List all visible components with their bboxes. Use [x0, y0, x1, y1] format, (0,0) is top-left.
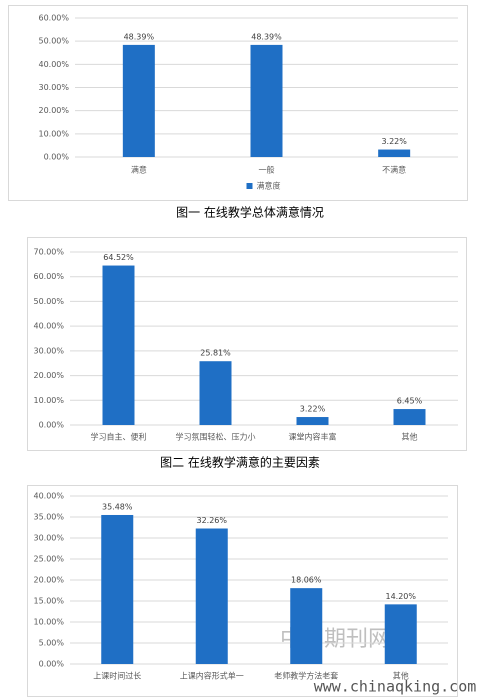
- chart-frame: [8, 5, 468, 201]
- value-label: 32.26%: [196, 516, 227, 525]
- x-tick-label: 学习氛围轻松、压力小: [176, 432, 256, 442]
- caption: 图二 在线教学满意的主要因素: [160, 455, 320, 470]
- value-label: 48.39%: [251, 32, 282, 41]
- y-tick-label: 60.00%: [33, 272, 64, 281]
- bar: [393, 409, 426, 425]
- y-tick-label: 0.00%: [39, 660, 65, 669]
- y-tick-label: 30.00%: [33, 346, 64, 355]
- y-tick-label: 20.00%: [38, 106, 69, 115]
- y-tick-label: 50.00%: [33, 297, 64, 306]
- y-tick-label: 30.00%: [33, 534, 64, 543]
- value-label: 3.22%: [381, 137, 407, 146]
- value-label: 18.06%: [291, 576, 322, 585]
- legend-swatch: [246, 183, 253, 189]
- chart-frame: [27, 237, 467, 451]
- y-tick-label: 0.00%: [39, 421, 65, 430]
- bar: [102, 265, 135, 425]
- caption: 图一 在线教学总体满意情况: [176, 205, 324, 220]
- bar: [384, 604, 417, 664]
- x-tick-label: 不满意: [382, 165, 406, 175]
- value-label: 35.48%: [102, 502, 133, 511]
- y-tick-label: 30.00%: [38, 83, 69, 92]
- bar: [290, 588, 323, 664]
- bar: [195, 528, 228, 664]
- y-tick-label: 5.00%: [39, 639, 65, 648]
- x-tick-label: 课堂内容丰富: [289, 432, 337, 442]
- y-tick-label: 10.00%: [38, 129, 69, 138]
- x-tick-label: 满意: [131, 165, 147, 175]
- bar: [101, 514, 134, 664]
- y-tick-label: 0.00%: [44, 153, 70, 162]
- y-tick-label: 20.00%: [33, 371, 64, 380]
- y-tick-label: 40.00%: [33, 492, 64, 501]
- value-label: 14.20%: [385, 592, 416, 601]
- bar: [122, 44, 155, 157]
- x-tick-label: 其他: [402, 432, 418, 442]
- y-tick-label: 10.00%: [33, 618, 64, 627]
- x-tick-label: 上课内容形式单一: [180, 671, 244, 681]
- y-tick-label: 40.00%: [33, 322, 64, 331]
- value-label: 3.22%: [300, 405, 326, 414]
- y-tick-label: 35.00%: [33, 513, 64, 522]
- y-tick-label: 15.00%: [33, 597, 64, 606]
- y-tick-label: 70.00%: [33, 248, 64, 257]
- value-label: 25.81%: [200, 349, 231, 358]
- y-tick-label: 25.00%: [33, 555, 64, 564]
- y-tick-label: 10.00%: [33, 396, 64, 405]
- bar: [296, 417, 329, 425]
- x-tick-label: 一般: [259, 165, 275, 175]
- x-tick-label: 上课时间过长: [93, 671, 141, 681]
- y-tick-label: 40.00%: [38, 60, 69, 69]
- x-tick-label: 学习自主、便利: [91, 432, 147, 442]
- bar: [378, 149, 411, 157]
- watermark-url: www.chinaqking.com: [314, 678, 477, 696]
- y-tick-label: 20.00%: [33, 576, 64, 585]
- y-tick-label: 50.00%: [38, 37, 69, 46]
- value-label: 64.52%: [103, 253, 134, 262]
- value-label: 48.39%: [124, 32, 155, 41]
- value-label: 6.45%: [397, 397, 423, 406]
- bar: [199, 361, 232, 425]
- legend-label: 满意度: [257, 181, 281, 191]
- bar: [250, 44, 283, 157]
- x-tick-label: 老师教学方法老套: [274, 671, 338, 681]
- y-tick-label: 60.00%: [38, 14, 69, 23]
- x-tick-label: 其他: [393, 671, 409, 681]
